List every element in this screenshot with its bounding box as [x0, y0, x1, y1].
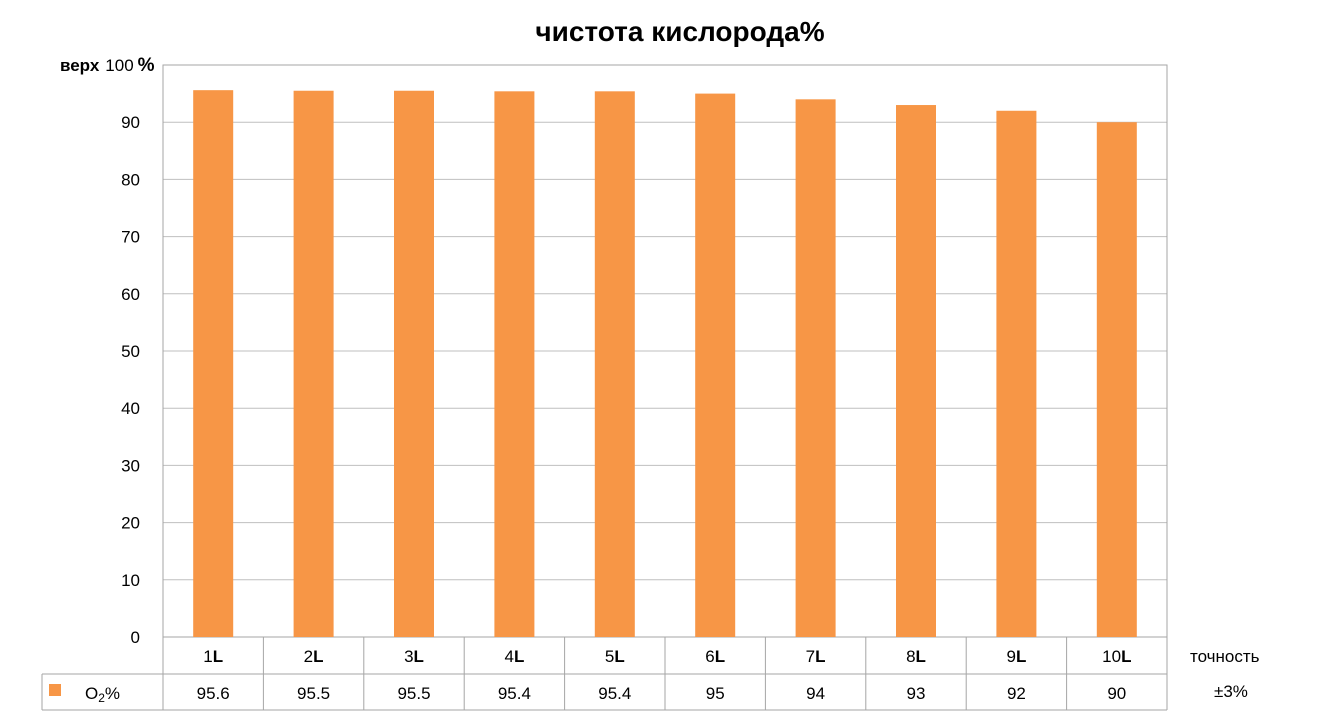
bar: [996, 110, 1037, 637]
data-table-value: 95: [706, 684, 725, 703]
y-tick-label: 70: [121, 228, 140, 247]
accuracy-value: ±3%: [1214, 682, 1248, 701]
x-category-number: 3: [404, 647, 413, 666]
x-category-number: 9: [1006, 647, 1015, 666]
x-category-unit: L: [1121, 647, 1131, 666]
x-category-label: 8L: [906, 647, 926, 666]
series-name-subscript: 2: [98, 691, 105, 705]
data-table-value: 95.5: [297, 684, 330, 703]
y-tick-label: 80: [121, 170, 140, 189]
accuracy-label: точность: [1190, 647, 1260, 666]
x-category-unit: L: [313, 647, 323, 666]
data-table-value: 92: [1007, 684, 1026, 703]
x-category-unit: L: [514, 647, 524, 666]
x-category-label: 4L: [504, 647, 524, 666]
x-category-unit: L: [1016, 647, 1026, 666]
x-category-number: 1: [203, 647, 212, 666]
data-table-value: 95.6: [197, 684, 230, 703]
chart-title: чистота кислорода%: [535, 16, 824, 47]
data-table-value: 93: [907, 684, 926, 703]
bar: [1096, 122, 1137, 637]
y-axis-label: верх 100%: [60, 55, 155, 76]
y-tick-label: 60: [121, 285, 140, 304]
data-table-value: 95.5: [397, 684, 430, 703]
data-table-value: 94: [806, 684, 825, 703]
x-category-label: 5L: [605, 647, 625, 666]
x-category-number: 4: [504, 647, 513, 666]
y-tick-label: 10: [121, 571, 140, 590]
x-category-label: 1L: [203, 647, 223, 666]
bar: [293, 90, 334, 638]
bar: [494, 91, 535, 637]
y-tick-label: 30: [121, 456, 140, 475]
y-tick-label: 50: [121, 342, 140, 361]
y-tick-label: 20: [121, 514, 140, 533]
x-category-label: 7L: [806, 647, 826, 666]
legend-key-swatch: [49, 684, 61, 696]
data-table-value: 95.4: [598, 684, 631, 703]
y-tick-label: 40: [121, 399, 140, 418]
x-category-unit: L: [414, 647, 424, 666]
x-category-unit: L: [916, 647, 926, 666]
x-category-label: 3L: [404, 647, 424, 666]
bar: [594, 91, 635, 637]
x-category-number: 8: [906, 647, 915, 666]
x-category-label: 10L: [1102, 647, 1131, 666]
x-category-label: 9L: [1006, 647, 1026, 666]
bar: [695, 93, 736, 638]
x-category-unit: L: [213, 647, 223, 666]
bar: [795, 99, 836, 637]
bar: [193, 90, 234, 638]
bar: [394, 90, 434, 638]
y-axis-label-prefix: верх: [60, 56, 100, 75]
x-category-unit: L: [614, 647, 624, 666]
y-tick-label: 90: [121, 113, 140, 132]
y-tick-label: 0: [131, 628, 140, 647]
x-category-unit: L: [715, 647, 725, 666]
y-axis-label-unit: %: [138, 55, 155, 76]
series-name-main: O: [85, 684, 98, 703]
legend-series-name: O2%: [85, 684, 120, 705]
x-category-number: 7: [806, 647, 815, 666]
data-table-value: 95.4: [498, 684, 531, 703]
x-category-number: 10: [1102, 647, 1121, 666]
x-category-label: 2L: [304, 647, 324, 666]
x-category-number: 2: [304, 647, 313, 666]
series-name-suffix: %: [105, 684, 120, 703]
x-category-unit: L: [815, 647, 825, 666]
x-category-number: 6: [705, 647, 714, 666]
y-tick-label-top: 100: [105, 56, 133, 75]
x-category-label: 6L: [705, 647, 725, 666]
x-category-number: 5: [605, 647, 614, 666]
bar: [896, 105, 936, 638]
data-table-value: 90: [1107, 684, 1126, 703]
